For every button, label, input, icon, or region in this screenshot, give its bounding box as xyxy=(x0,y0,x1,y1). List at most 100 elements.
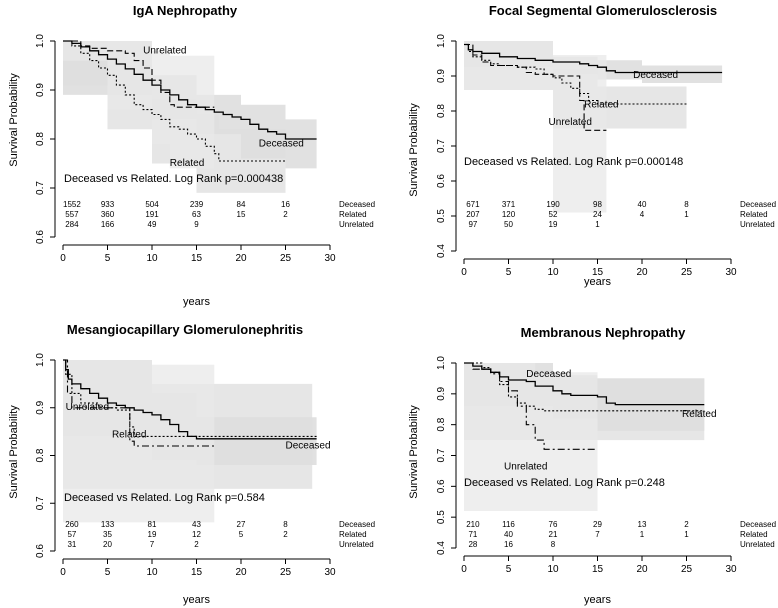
y-tick-label: 0.4 xyxy=(436,541,447,555)
y-axis-label: Survival Probability xyxy=(8,405,20,499)
chart-title: Mesangiocapillary Glomerulonephritis xyxy=(67,322,303,337)
curve-deceased xyxy=(464,362,705,406)
y-tick-label: 0.8 xyxy=(436,104,447,118)
risk-count: 2 xyxy=(283,210,288,219)
curve-label-deceased: Deceased xyxy=(286,440,331,451)
y-tick-label: 0.6 xyxy=(436,479,447,493)
chart-title: Focal Segmental Glomerulosclerosis xyxy=(489,3,717,18)
x-axis-label: years xyxy=(183,296,210,308)
risk-count: 360 xyxy=(101,210,115,219)
curve-label-unrelated: Unrelated xyxy=(143,45,186,56)
log-rank-annotation: Deceased vs Related. Log Rank p=0.584 xyxy=(64,492,265,504)
risk-count: 2 xyxy=(194,540,199,549)
risk-count: 260 xyxy=(65,520,79,529)
risk-row-name: Unrelated xyxy=(339,220,374,229)
x-tick-label: 0 xyxy=(60,253,66,264)
risk-count: 120 xyxy=(502,210,516,219)
risk-row-name: Deceased xyxy=(740,200,776,209)
risk-count: 671 xyxy=(466,200,480,209)
risk-count: 20 xyxy=(103,540,112,549)
x-tick-label: 20 xyxy=(235,567,247,578)
log-rank-annotation: Deceased vs Related. Log Rank p=0.248 xyxy=(464,477,665,489)
curve-unrelated xyxy=(63,359,215,447)
risk-count: 1552 xyxy=(63,200,81,209)
risk-count: 4 xyxy=(640,210,645,219)
risk-count: 1 xyxy=(640,530,645,539)
risk-count: 284 xyxy=(65,220,79,229)
risk-count: 15 xyxy=(237,210,246,219)
x-tick-label: 0 xyxy=(461,267,467,278)
curve-unrelated xyxy=(464,43,607,131)
x-tick-label: 5 xyxy=(506,564,512,575)
y-tick-label: 1.0 xyxy=(35,34,46,48)
y-tick-label: 0.5 xyxy=(436,209,447,223)
curve-label-unrelated: Unrelated xyxy=(549,117,592,128)
risk-row-name: Unrelated xyxy=(339,540,374,549)
risk-count: 28 xyxy=(468,540,477,549)
x-tick-label: 20 xyxy=(636,564,648,575)
risk-count: 81 xyxy=(148,520,157,529)
axes: 0.4 0.5 0.6 0.7 0.8 0.9 1.0 0 5 10 15 20 25 30 xyxy=(436,356,737,575)
risk-count: 12 xyxy=(192,530,201,539)
risk-count: 8 xyxy=(684,200,689,209)
risk-count: 76 xyxy=(549,520,558,529)
x-tick-label: 10 xyxy=(547,564,559,575)
x-tick-label: 15 xyxy=(592,267,604,278)
risk-count: 7 xyxy=(150,540,155,549)
x-tick-label: 15 xyxy=(191,567,203,578)
curve-related xyxy=(63,40,286,162)
risk-row-name: Deceased xyxy=(339,200,375,209)
axes: 0.4 0.5 0.6 0.7 0.8 0.9 1.0 0 5 10 15 20 25 30 xyxy=(436,34,737,278)
risk-count: 9 xyxy=(194,220,199,229)
y-tick-label: 0.9 xyxy=(35,83,46,97)
panel-mesangiocapillary-glomerulonephritis: Mesangiocapillary Glomerulonephritis Surv… xyxy=(8,322,375,606)
risk-count: 31 xyxy=(67,540,76,549)
risk-row-name: Unrelated xyxy=(740,540,775,549)
y-tick-label: 0.5 xyxy=(436,510,447,524)
curve-related xyxy=(464,43,687,105)
risk-count: 57 xyxy=(67,530,76,539)
risk-count: 24 xyxy=(593,210,602,219)
x-tick-label: 25 xyxy=(280,253,292,264)
y-axis-label: Survival Probability xyxy=(408,103,420,197)
x-axis-label: years xyxy=(584,276,611,288)
x-tick-label: 25 xyxy=(681,267,693,278)
risk-count: 1 xyxy=(684,210,689,219)
y-tick-label: 0.9 xyxy=(436,386,447,400)
chart-title: Membranous Nephropathy xyxy=(521,325,686,340)
y-tick-label: 0.7 xyxy=(35,496,46,510)
x-tick-label: 10 xyxy=(547,267,559,278)
curve-label-related: Related xyxy=(170,158,204,169)
y-tick-label: 0.8 xyxy=(35,448,46,462)
risk-count: 19 xyxy=(549,220,558,229)
risk-count: 2 xyxy=(684,520,689,529)
curve-label-deceased: Deceased xyxy=(259,138,304,149)
risk-count: 207 xyxy=(466,210,480,219)
risk-row-name: Deceased xyxy=(740,520,776,529)
band-unrelated xyxy=(464,41,607,213)
risk-count: 21 xyxy=(549,530,558,539)
y-tick-label: 0.7 xyxy=(35,181,46,195)
risk-count: 1 xyxy=(595,220,600,229)
y-tick-label: 1.0 xyxy=(35,353,46,367)
band-unrelated xyxy=(63,360,215,523)
x-axis-label: years xyxy=(183,594,210,606)
y-tick-label: 0.8 xyxy=(436,417,447,431)
x-tick-label: 5 xyxy=(105,567,111,578)
risk-count: 19 xyxy=(148,530,157,539)
risk-count: 1 xyxy=(684,530,689,539)
x-tick-label: 20 xyxy=(636,267,648,278)
risk-count: 210 xyxy=(466,520,480,529)
risk-count: 52 xyxy=(549,210,558,219)
risk-row-name: Related xyxy=(740,210,768,219)
risk-row-name: Deceased xyxy=(339,520,375,529)
risk-count: 63 xyxy=(192,210,201,219)
chart-title: IgA Nephropathy xyxy=(133,3,238,18)
risk-count: 371 xyxy=(502,200,516,209)
x-tick-label: 0 xyxy=(60,567,66,578)
curve-label-related: Related xyxy=(682,409,716,420)
y-tick-label: 0.8 xyxy=(35,132,46,146)
